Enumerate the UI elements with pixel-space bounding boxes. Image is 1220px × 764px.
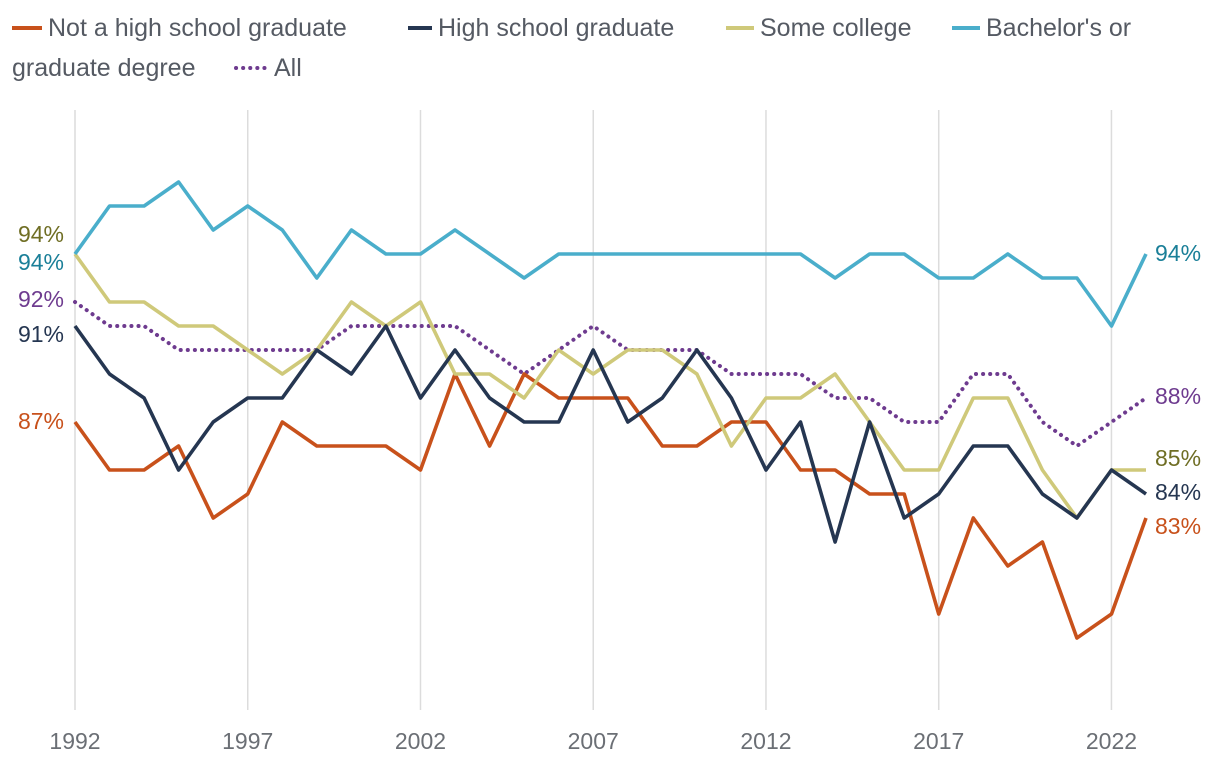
legend-item-all: All <box>234 54 302 82</box>
x-axis: 1992 1997 2002 2007 2012 2017 2022 <box>49 728 1137 754</box>
x-tick-label-2022: 2022 <box>1086 728 1137 754</box>
x-tick-label-1997: 1997 <box>222 728 273 754</box>
end-label-all: 88% <box>1155 383 1201 409</box>
series-line-not-a-high-school-graduate <box>73 372 1148 640</box>
end-label-bachelors-or-graduate-degree: 94% <box>1155 240 1201 266</box>
series-layer <box>73 180 1148 640</box>
series-line-some-college <box>73 252 1146 520</box>
legend-item-high-school-graduate: High school graduate <box>408 14 674 42</box>
start-label-all: 92% <box>18 286 64 312</box>
start-label-bachelors-or-graduate-degree: 94% <box>18 249 64 275</box>
end-label-high-school-graduate: 84% <box>1155 479 1201 505</box>
legend-label-bachelors-or-graduate-degree: Bachelor's or graduate degree <box>12 14 1138 82</box>
end-label-some-college: 85% <box>1155 445 1201 471</box>
legend-item-bachelors-or-graduate-degree: Bachelor's or graduate degree <box>12 14 1138 82</box>
series-line-bachelors-or-graduate-degree <box>73 180 1148 328</box>
legend-label-some-college: Some college <box>760 14 911 42</box>
x-tick-label-2002: 2002 <box>395 728 446 754</box>
legend-item-some-college: Some college <box>726 14 911 42</box>
x-tick-label-2012: 2012 <box>740 728 791 754</box>
end-label-not-a-high-school-graduate: 83% <box>1155 513 1201 539</box>
legend-item-not-a-high-school-graduate: Not a high school graduate <box>12 14 347 42</box>
legend-label-bachelors-line-2: graduate degree <box>12 54 195 82</box>
x-tick-label-2017: 2017 <box>913 728 964 754</box>
series-line-all <box>73 300 1148 448</box>
legend-label-high-school-graduate: High school graduate <box>438 14 674 42</box>
x-tick-label-1992: 1992 <box>49 728 100 754</box>
legend-label-not-a-high-school-graduate: Not a high school graduate <box>48 14 347 42</box>
start-labels: 94%94% 92% 91% 87% <box>18 221 64 434</box>
series-line-high-school-graduate <box>73 324 1148 544</box>
x-tick-label-2007: 2007 <box>568 728 619 754</box>
start-label-some-college: 94% <box>18 221 64 247</box>
legend: Not a high school graduate High school g… <box>12 14 1138 82</box>
legend-label-bachelors-line-1: Bachelor's or <box>986 14 1131 42</box>
legend-label-all: All <box>274 54 302 82</box>
gridlines <box>74 110 1113 710</box>
end-labels: 94% 88% 85% 84% 83% <box>1155 240 1201 539</box>
start-label-not-a-high-school-graduate: 87% <box>18 408 64 434</box>
start-label-high-school-graduate: 91% <box>18 321 64 347</box>
